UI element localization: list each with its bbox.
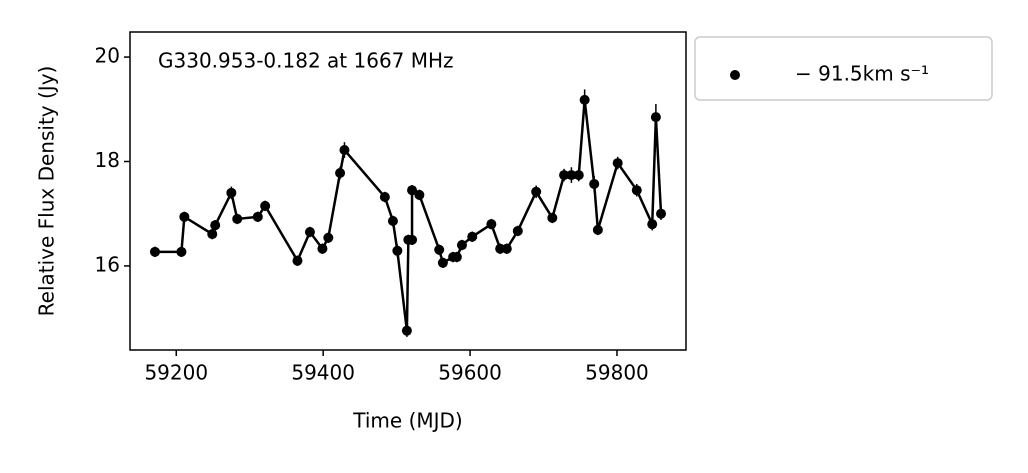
y-tick-label: 18: [95, 148, 120, 172]
data-point: [210, 220, 221, 231]
x-tick-label: 59600: [438, 361, 502, 385]
x-tick-label: 59200: [144, 361, 208, 385]
legend-box: [694, 36, 993, 101]
data-point: [589, 178, 600, 189]
data-point: [407, 234, 418, 245]
data-point: [317, 243, 328, 254]
data-point: [437, 257, 448, 268]
data-point: [252, 211, 263, 222]
data-point: [647, 219, 658, 230]
data-point: [232, 213, 243, 224]
data-point: [501, 243, 512, 254]
data-point: [631, 185, 642, 196]
data-point: [467, 231, 478, 242]
data-point: [456, 240, 467, 251]
data-point: [401, 325, 412, 336]
y-tick-label: 20: [95, 44, 120, 68]
y-axis-label: Relative Flux Density (Jy): [35, 66, 59, 317]
data-point: [179, 211, 190, 222]
data-point: [579, 94, 590, 105]
data-point: [379, 192, 390, 203]
data-point: [392, 245, 403, 256]
x-axis-label: Time (MJD): [352, 409, 462, 433]
x-tick-label: 59400: [291, 361, 355, 385]
data-point: [559, 170, 570, 181]
data-point: [531, 186, 542, 197]
data-point: [451, 252, 462, 263]
data-point: [323, 232, 334, 243]
data-point: [335, 167, 346, 178]
data-point: [566, 170, 577, 181]
data-point: [434, 244, 445, 255]
data-point: [176, 246, 187, 257]
data-point: [547, 212, 558, 223]
data-point: [304, 226, 315, 237]
data-point: [207, 229, 218, 240]
annotation: G330.953-0.182 at 1667 MHz: [158, 49, 454, 73]
data-point: [387, 216, 398, 227]
data-point: [592, 224, 603, 235]
data-point: [292, 255, 303, 266]
data-point: [414, 189, 425, 200]
legend-label: − 91.5km s⁻¹: [795, 62, 929, 86]
data-point: [612, 158, 623, 169]
data-point: [656, 208, 667, 219]
x-tick-label: 59800: [585, 361, 649, 385]
y-tick-label: 16: [95, 252, 120, 276]
data-point: [226, 187, 237, 198]
data-point: [486, 219, 497, 230]
data-line: [154, 99, 663, 331]
data-point: [260, 200, 271, 211]
legend-marker: [730, 70, 740, 80]
data-point: [339, 145, 350, 156]
data-point: [650, 112, 661, 123]
plot-frame: [129, 31, 687, 351]
data-point: [149, 246, 160, 257]
data-point: [573, 170, 584, 181]
data-point: [512, 225, 523, 236]
data-point: [407, 185, 418, 196]
